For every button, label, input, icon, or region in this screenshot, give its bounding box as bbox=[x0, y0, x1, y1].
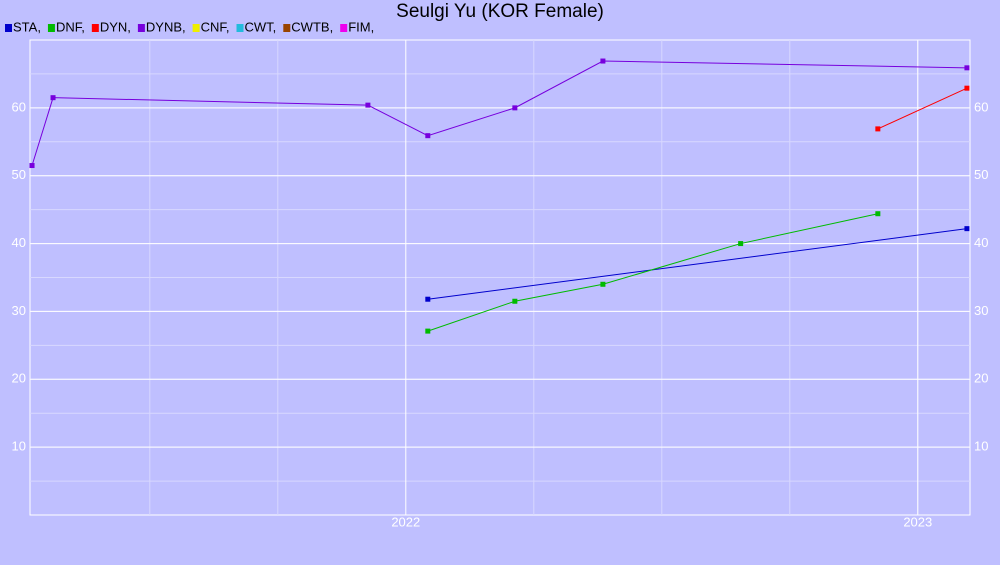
y2-tick-label: 50 bbox=[974, 167, 988, 182]
y2-tick-label: 10 bbox=[974, 439, 988, 454]
point bbox=[29, 163, 35, 169]
legend-label: STA, bbox=[13, 19, 41, 34]
y-tick-label: 10 bbox=[12, 439, 26, 454]
y-tick-label: 20 bbox=[12, 371, 26, 386]
legend-label: DYN, bbox=[100, 19, 131, 34]
legend-swatch bbox=[283, 24, 291, 32]
legend-label: FIM, bbox=[348, 19, 374, 34]
point bbox=[600, 58, 606, 64]
legend-label: CNF, bbox=[201, 19, 230, 34]
point bbox=[600, 281, 606, 287]
legend-swatch bbox=[5, 24, 12, 32]
y2-tick-label: 60 bbox=[974, 99, 988, 114]
legend-label: DYNB, bbox=[146, 19, 186, 34]
point bbox=[738, 241, 744, 247]
point bbox=[512, 105, 518, 111]
legend-swatch bbox=[340, 24, 348, 32]
point bbox=[365, 102, 371, 108]
point bbox=[875, 211, 881, 217]
point bbox=[425, 296, 431, 302]
legend-swatch bbox=[236, 24, 244, 32]
legend-swatch bbox=[137, 24, 145, 32]
point bbox=[964, 85, 970, 91]
chart-title: Seulgi Yu (KOR Female) bbox=[396, 1, 604, 22]
point bbox=[512, 298, 518, 304]
point bbox=[425, 328, 431, 334]
x-tick-label: 2022 bbox=[391, 514, 420, 529]
y2-tick-label: 30 bbox=[974, 303, 988, 318]
legend-label: DNF, bbox=[56, 19, 85, 34]
legend-label: CWT, bbox=[245, 19, 277, 34]
point bbox=[50, 95, 56, 101]
y-tick-label: 60 bbox=[12, 99, 26, 114]
legend-swatch bbox=[47, 24, 55, 32]
legend-swatch bbox=[192, 24, 200, 32]
point bbox=[964, 226, 970, 232]
point bbox=[425, 133, 431, 139]
point bbox=[964, 65, 970, 71]
y2-tick-label: 40 bbox=[974, 235, 988, 250]
legend-swatch bbox=[91, 24, 99, 32]
y-tick-label: 30 bbox=[12, 303, 26, 318]
legend-label: CWTB, bbox=[291, 19, 333, 34]
y-tick-label: 40 bbox=[12, 235, 26, 250]
series-line bbox=[427, 228, 967, 300]
y-tick-label: 50 bbox=[12, 167, 26, 182]
y2-tick-label: 20 bbox=[974, 371, 988, 386]
point bbox=[875, 126, 881, 132]
series-line bbox=[877, 87, 968, 130]
x-tick-label: 2023 bbox=[903, 514, 932, 529]
